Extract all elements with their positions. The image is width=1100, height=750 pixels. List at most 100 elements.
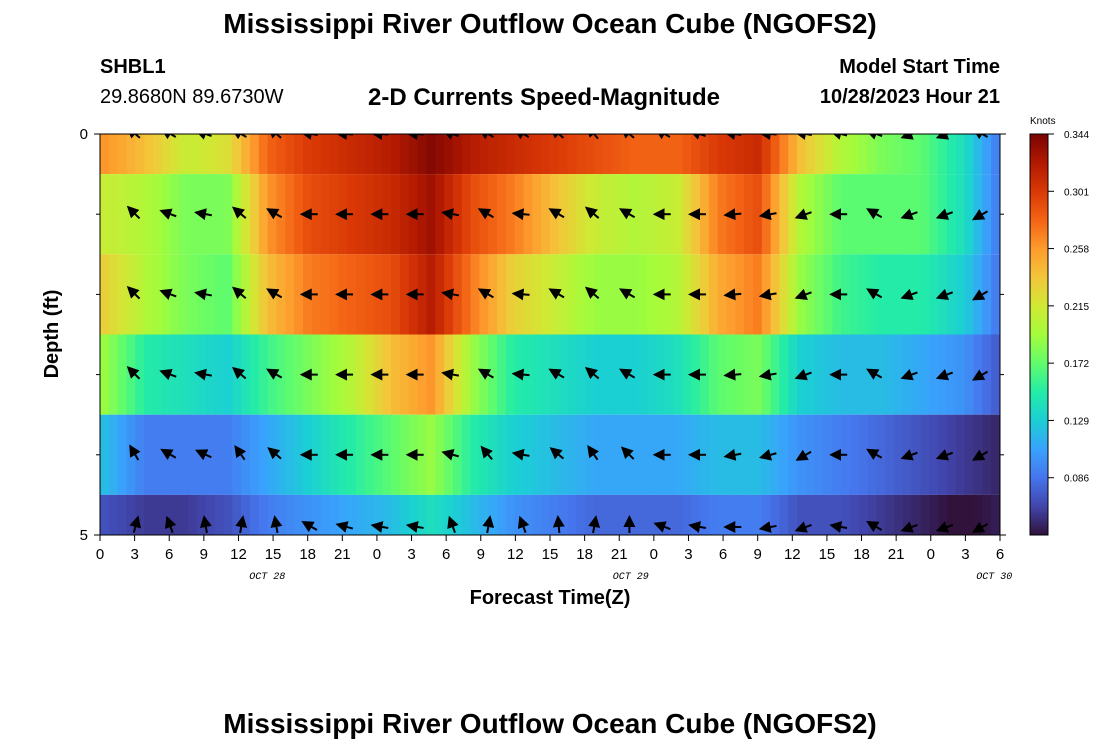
current-vector-arrow <box>477 208 494 220</box>
heatmap-cell <box>788 134 798 175</box>
heatmap-cell <box>188 334 198 415</box>
heatmap-cell <box>497 174 507 255</box>
heatmap-cell <box>982 134 992 175</box>
current-vector-arrow <box>160 134 177 140</box>
next-chart-title: Mississippi River Outflow Ocean Cube (NG… <box>223 708 877 739</box>
heatmap-cell <box>682 254 692 335</box>
heatmap-cell <box>505 494 516 535</box>
heatmap-cell <box>223 414 233 495</box>
heatmap-cell <box>832 134 842 175</box>
heatmap-cell <box>717 174 728 255</box>
current-vector-arrow <box>587 444 600 461</box>
heatmap-cell <box>188 254 198 335</box>
heatmap-cell <box>647 414 657 495</box>
heatmap-cell <box>629 174 639 255</box>
current-vector-arrow <box>723 134 742 140</box>
heatmap-cell <box>452 494 463 535</box>
heatmap-cell <box>850 174 860 255</box>
current-vector-arrow <box>866 208 883 220</box>
heatmap-cell <box>435 174 445 255</box>
heatmap-cell <box>126 134 136 175</box>
heatmap-cell <box>170 414 181 495</box>
heatmap-cell <box>470 414 481 495</box>
current-vector-arrow <box>447 515 459 533</box>
current-vector-arrow <box>586 134 599 140</box>
heatmap-cell <box>991 174 1000 255</box>
heatmap-cell <box>294 334 304 415</box>
heatmap-cell <box>461 334 472 415</box>
heatmap-cell <box>285 174 295 255</box>
heatmap-cell <box>850 494 860 535</box>
heatmap-cell <box>955 494 966 535</box>
current-vector-arrow <box>511 208 530 221</box>
current-vector-arrow <box>480 445 493 461</box>
heatmap-cell <box>655 494 666 535</box>
heatmap-cell <box>320 414 331 495</box>
heatmap-cell <box>858 134 869 175</box>
heatmap-cell <box>964 254 975 335</box>
heatmap-cell <box>947 134 957 175</box>
heatmap-cell <box>576 134 586 175</box>
x-tick-label: 6 <box>442 546 450 563</box>
heatmap-cell <box>179 414 189 495</box>
colorbar-tick-label: 0.172 <box>1064 359 1089 370</box>
heatmap-cell <box>497 134 507 175</box>
x-tick-label: 9 <box>200 546 208 563</box>
current-vector-arrow <box>231 286 247 300</box>
heatmap-cell <box>250 494 260 535</box>
heatmap-cell <box>461 414 472 495</box>
heatmap-cell <box>382 494 392 535</box>
heatmap-cell <box>144 414 154 495</box>
heatmap-cell <box>276 134 286 175</box>
heatmap-cell <box>682 494 692 535</box>
current-vector-arrow <box>794 288 812 301</box>
current-vector-arrow <box>552 515 565 534</box>
current-vector-arrow <box>794 521 812 533</box>
heatmap-cell <box>470 254 481 335</box>
heatmap-cell <box>135 414 145 495</box>
heatmap-cell <box>558 494 569 535</box>
heatmap-cell <box>991 254 1000 335</box>
current-vector-arrow <box>971 369 989 381</box>
current-vector-arrow <box>723 208 742 221</box>
heatmap-cell <box>761 494 772 535</box>
heatmap-cell <box>100 414 110 495</box>
heatmap-cell <box>320 174 331 255</box>
heatmap-cell <box>894 414 904 495</box>
heatmap-cell <box>461 134 472 175</box>
heatmap-cell <box>514 134 525 175</box>
heatmap-cell <box>100 254 110 335</box>
current-vector-arrow <box>900 521 918 533</box>
heatmap-cell <box>920 494 931 535</box>
heatmap-cell <box>894 494 904 535</box>
heatmap-cell <box>470 174 481 255</box>
heatmap-cell <box>576 174 586 255</box>
heatmap-cell <box>708 414 719 495</box>
current-vector-arrow <box>866 288 883 300</box>
heatmap-cell <box>894 254 904 335</box>
heatmap-cell <box>108 254 119 335</box>
current-vector-arrow <box>900 134 915 140</box>
heatmap-cell <box>708 494 719 535</box>
heatmap-cell <box>170 174 181 255</box>
heatmap-cell <box>541 254 551 335</box>
heatmap-cell <box>876 134 886 175</box>
heatmap-cell <box>250 134 260 175</box>
colorbar-tick-label: 0.258 <box>1064 245 1089 256</box>
heatmap-cell <box>161 494 172 535</box>
heatmap-cell <box>567 254 578 335</box>
heatmap-cell <box>558 134 569 175</box>
heatmap-cell <box>823 134 833 175</box>
heatmap-cell <box>638 134 648 175</box>
heatmap-cell <box>250 254 260 335</box>
axes: 0 3 6 9 12 15 18 21 0 3 6 9 12 15 18 21 0 3 6 9 12 15 18 21 0 3 6 O… <box>80 126 1013 583</box>
heatmap-cell <box>752 414 763 495</box>
heatmap-cell <box>558 414 569 495</box>
current-vector-arrow <box>482 515 495 534</box>
heatmap-cell <box>885 254 895 335</box>
heatmap-cell <box>205 134 216 175</box>
heatmap-cell <box>673 414 683 495</box>
heatmap-cell <box>929 334 939 415</box>
current-vector-arrow <box>511 448 530 461</box>
heatmap-cell <box>858 254 869 335</box>
